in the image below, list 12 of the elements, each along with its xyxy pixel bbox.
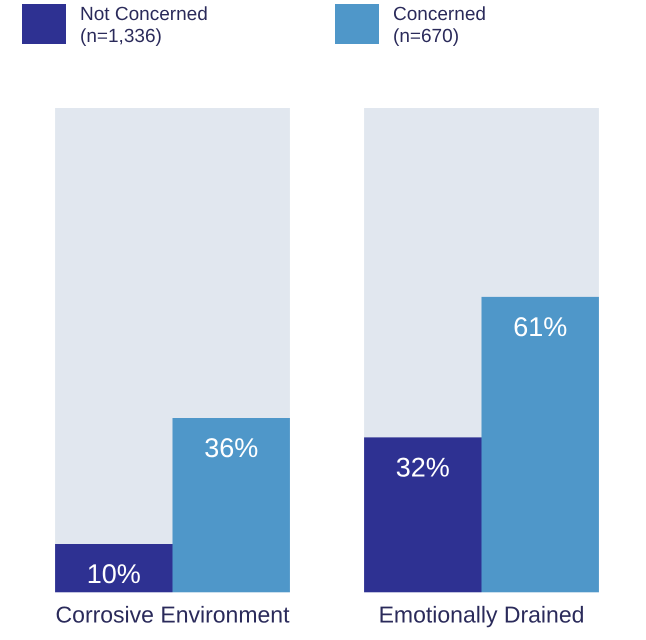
bar <box>172 418 290 592</box>
data-label: 32% <box>396 452 450 482</box>
bar <box>482 296 599 592</box>
data-label: 10% <box>86 558 141 589</box>
data-label: 36% <box>204 432 258 463</box>
x-tick-label: Emotionally Drained <box>378 602 584 628</box>
data-label: 61% <box>513 312 568 342</box>
bar <box>364 437 482 592</box>
bar <box>55 544 172 592</box>
legend-label: Concerned (n=670) <box>393 4 486 48</box>
legend-label: Not Concerned (n=1,336) <box>80 4 208 48</box>
x-tick-label: Corrosive Environment <box>56 602 290 628</box>
